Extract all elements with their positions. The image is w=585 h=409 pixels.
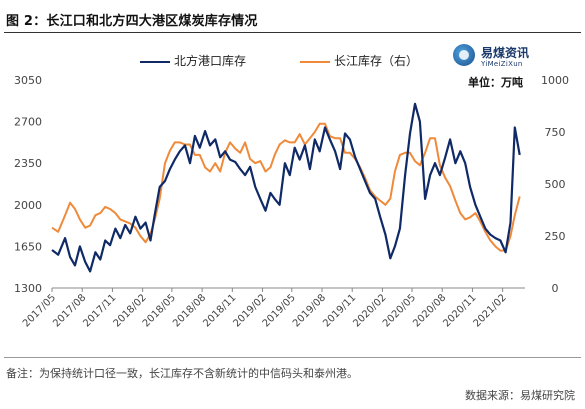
unit-label: 单位：万吨 <box>468 76 523 89</box>
y-right-tick-label: 1000 <box>541 74 569 87</box>
y-right-tick-label: 250 <box>545 230 566 243</box>
legend-label-north: 北方港口库存 <box>174 54 247 68</box>
legend-item-north: 北方港口库存 <box>140 52 246 69</box>
legend-item-yangtze: 长江库存（右） <box>300 52 418 69</box>
y-left-tick-label: 2000 <box>14 199 42 212</box>
legend-swatch-north <box>140 60 170 63</box>
y-left-tick-label: 2700 <box>14 116 42 129</box>
title-divider <box>4 32 581 33</box>
series-line-north <box>51 102 521 273</box>
y-left-tick-label: 3050 <box>14 74 42 87</box>
y-right-tick-label: 0 <box>552 282 559 295</box>
y-left-tick-label: 1300 <box>14 282 42 295</box>
y-left-tick-label: 1650 <box>14 240 42 253</box>
logo-icon <box>453 44 475 66</box>
logo-name-en: YiMeiZiXun <box>481 60 523 68</box>
legend-label-yangtze: 长江库存（右） <box>334 54 419 68</box>
brand-logo: 易煤资讯 YiMeiZiXun <box>453 42 563 76</box>
title-bar: 图 2：长江口和北方四大港区煤炭库存情况 <box>0 0 585 36</box>
axes-group <box>51 287 525 292</box>
data-source: 数据来源：易煤研究院 <box>465 389 575 402</box>
legend-swatch-yangtze <box>300 60 330 63</box>
footer-divider <box>4 357 581 358</box>
y-left-tick-label: 2350 <box>14 157 42 170</box>
chart-title: 图 2：长江口和北方四大港区煤炭库存情况 <box>6 14 258 29</box>
footnote: 备注：为保持统计口径一致，长江库存不含新统计的中信码头和泰州港。 <box>6 367 358 380</box>
y-right-tick-label: 750 <box>545 126 566 139</box>
series-group <box>51 102 521 273</box>
x-tick-label: 2021/02 <box>472 292 509 329</box>
logo-name-cn: 易煤资讯 <box>481 46 530 60</box>
y-right-tick-label: 500 <box>545 178 566 191</box>
